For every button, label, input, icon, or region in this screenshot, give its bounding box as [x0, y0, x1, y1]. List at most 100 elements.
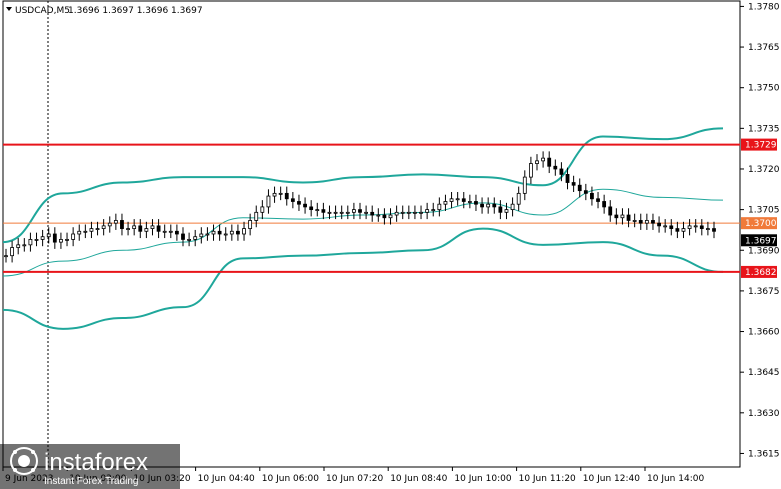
candle-body: [602, 201, 607, 208]
candle-body: [431, 209, 436, 212]
candle-body: [52, 233, 57, 243]
candle-body: [394, 211, 399, 216]
y-tick-label: 1.3690: [748, 246, 780, 256]
y-tick-label: 1.3750: [748, 84, 780, 94]
candle-body: [315, 209, 320, 212]
candle-body: [290, 198, 295, 202]
candle-body: [437, 203, 442, 211]
candle-body: [266, 195, 271, 208]
candle-body: [608, 206, 613, 216]
candle-body: [522, 176, 527, 194]
candle-body: [492, 203, 497, 208]
candle-body: [681, 228, 686, 232]
candle-body: [156, 225, 161, 232]
candle-body: [297, 201, 301, 205]
bollinger-upper-line: [2, 127, 724, 244]
candle-body: [193, 236, 198, 240]
watermark-logo: instaforex Instant Forex Trading: [0, 444, 180, 489]
level-price-label: 1.3700: [745, 219, 777, 229]
candle-body: [120, 220, 124, 229]
candle-body: [669, 225, 674, 229]
watermark-bg: [0, 444, 180, 489]
candle-body: [388, 214, 393, 219]
candle-body: [59, 239, 63, 243]
candle-body: [516, 192, 521, 205]
candle-body: [614, 214, 619, 219]
candle-body: [236, 230, 240, 235]
candle-body: [705, 228, 710, 230]
candle-body: [150, 225, 155, 229]
candle-body: [254, 211, 259, 221]
watermark-tagline: Instant Forex Trading: [44, 476, 139, 487]
y-tick-label: 1.3660: [748, 328, 780, 338]
candle-body: [535, 160, 539, 164]
candle-body: [260, 206, 265, 213]
x-tick-label: 10 Jun 12:40: [583, 474, 640, 484]
candle-body: [205, 233, 210, 236]
candle-body: [687, 225, 692, 229]
candle-body: [504, 209, 509, 213]
candle-body: [419, 211, 423, 214]
candle-body: [425, 209, 430, 213]
y-tick-label: 1.3615: [748, 449, 780, 459]
candle-body: [16, 244, 21, 248]
candle-body: [217, 230, 222, 235]
level-price-label: 1.3682: [745, 268, 777, 278]
y-tick-label: 1.3630: [748, 409, 780, 419]
candle-body: [248, 220, 253, 229]
candle-body: [327, 211, 332, 214]
candle-body: [510, 203, 515, 211]
candle-body: [413, 211, 417, 214]
header: USDCAD,M5 1.3696 1.3697 1.3696 1.3697: [6, 6, 203, 16]
bollinger-lower-line: [2, 227, 724, 330]
candle-body: [358, 209, 362, 213]
candle-body: [162, 230, 167, 233]
candle-body: [498, 206, 503, 213]
candle-body: [699, 225, 704, 229]
current-price-tag: [741, 234, 777, 247]
candle-body: [40, 236, 45, 240]
candle-body: [126, 228, 130, 230]
ohlc-values: 1.3696 1.3697 1.3696 1.3697: [68, 6, 203, 16]
candle-body: [486, 203, 491, 208]
candle-body: [187, 239, 192, 241]
candle-body: [174, 230, 179, 235]
candle-body: [626, 214, 631, 221]
level-price-tag: [741, 138, 777, 151]
dropdown-triangle-icon[interactable]: [6, 7, 12, 11]
candle-body: [181, 233, 185, 240]
candle-body: [309, 206, 314, 211]
candle-body: [449, 198, 454, 202]
price-axis: 1.3780 1.3765 1.3750 1.3735 1.3720 1.3705 1.36…: [740, 2, 780, 459]
candle-body: [89, 228, 94, 232]
candle-body: [321, 209, 326, 213]
candle-body: [46, 233, 51, 238]
candle-body: [272, 192, 277, 197]
candle-body: [229, 230, 234, 235]
candle-body: [168, 230, 173, 233]
candle-body: [657, 222, 661, 227]
level-price-label: 1.3729: [745, 141, 777, 151]
candle-body: [467, 201, 472, 203]
candles: [4, 151, 716, 263]
y-tick-label: 1.3645: [748, 368, 780, 378]
candle-body: [541, 157, 546, 162]
candle-body: [370, 211, 375, 216]
y-tick-label: 1.3705: [748, 206, 780, 216]
candle-body: [474, 201, 478, 205]
candle-body: [455, 198, 460, 201]
candle-body: [345, 211, 350, 214]
candle-body: [590, 192, 594, 200]
instaforex-logo-icon: [10, 447, 38, 475]
candle-body: [71, 233, 76, 240]
x-tick-label: 10 Jun 04:40: [198, 474, 255, 484]
current-price-label: 1.3697: [745, 236, 777, 246]
candle-body: [620, 214, 625, 219]
candle-body: [528, 163, 533, 178]
candle-body: [632, 220, 637, 222]
level-price-tag: [741, 217, 777, 230]
candle-body: [663, 225, 668, 228]
candle-body: [22, 244, 27, 247]
